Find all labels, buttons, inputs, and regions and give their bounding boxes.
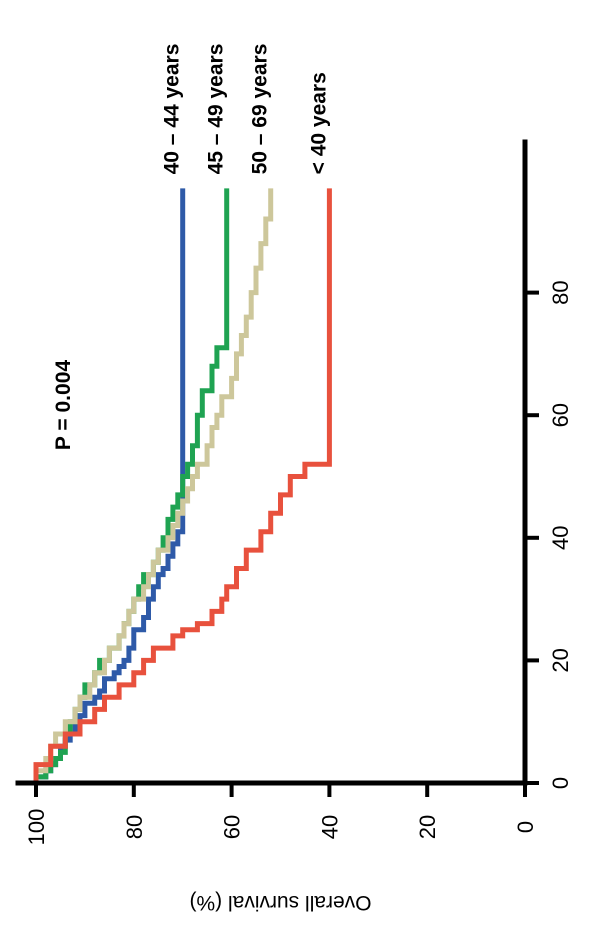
x-tick-label-2: 40 (548, 526, 573, 550)
y-tick-label-3: 60 (220, 815, 245, 839)
series-line-1 (33, 188, 230, 783)
x-tick-label-4: 80 (548, 280, 573, 304)
x-tick-label-0: 0 (548, 777, 573, 789)
y-tick-label-1: 20 (415, 815, 440, 839)
series-line-3 (33, 188, 332, 783)
y-axis-ticks: 0 20 40 60 80 100 (24, 783, 538, 845)
x-tick-label-1: 20 (548, 648, 573, 672)
series-layer (33, 188, 332, 783)
series-label-0: 40 – 44 years (161, 44, 184, 175)
y-axis-title: Overall survival (%) (189, 891, 371, 914)
series-label-1: 45 – 49 years (205, 44, 228, 175)
series-line-2 (33, 188, 274, 783)
p-value-annotation: P = 0.004 (52, 360, 75, 450)
y-tick-label-0: 0 (513, 821, 538, 833)
y-tick-label-4: 80 (122, 815, 147, 839)
x-tick-label-3: 60 (548, 403, 573, 427)
series-line-0 (33, 188, 186, 783)
series-label-3: < 40 years (307, 72, 330, 174)
y-tick-label-5: 100 (24, 809, 49, 846)
y-tick-label-2: 40 (317, 815, 342, 839)
series-labels: 40 – 44 years 45 – 49 years 50 – 69 years <… (161, 44, 331, 175)
x-axis-ticks: 0 20 40 60 80 (525, 280, 573, 789)
series-label-2: 50 – 69 years (249, 44, 272, 175)
